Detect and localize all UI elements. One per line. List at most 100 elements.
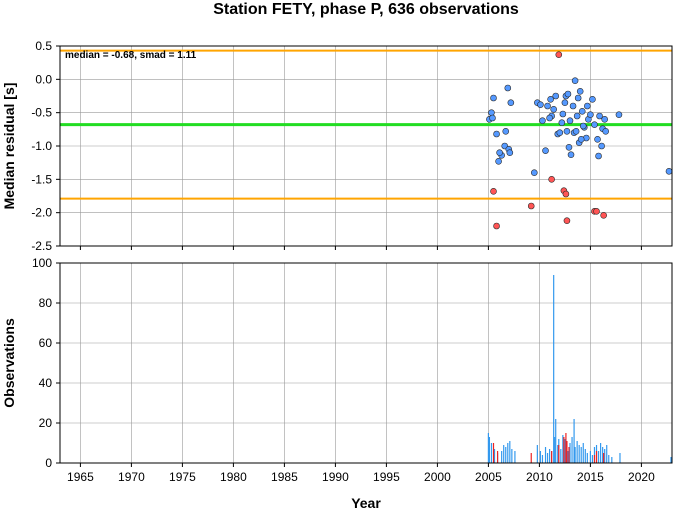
inlier-point bbox=[537, 101, 544, 108]
inlier-point bbox=[563, 128, 571, 135]
outlier-point bbox=[555, 51, 563, 58]
inlier-point bbox=[576, 88, 584, 95]
x-tick-label: 1965 bbox=[67, 470, 94, 484]
residual-y-tick-label: 0.0 bbox=[35, 72, 52, 86]
inlier-point bbox=[594, 136, 601, 143]
inlier-point bbox=[567, 151, 575, 158]
outlier-point bbox=[563, 217, 571, 224]
observations-plot-frame bbox=[59, 262, 673, 464]
residual-reference-lines bbox=[60, 49, 672, 200]
observations-y-tick-label: 40 bbox=[39, 376, 53, 390]
inlier-point bbox=[539, 117, 546, 124]
outlier-point bbox=[548, 176, 555, 183]
inlier-point bbox=[556, 129, 564, 136]
stats-annotation: median = -0.68, smad = 1.11 bbox=[65, 50, 197, 61]
inlier-point bbox=[602, 128, 610, 135]
residual-y-axis-label: Median residual [s] bbox=[1, 83, 17, 210]
observations-panel: 1965 1970 1975 1980 1985 1990 1995 2000 2005 2010… bbox=[1, 256, 673, 511]
inlier-point bbox=[595, 152, 602, 160]
outlier-point bbox=[490, 188, 497, 195]
observations-y-tick-label: 80 bbox=[39, 296, 53, 310]
inlier-point bbox=[564, 90, 572, 98]
x-tick-label: 2005 bbox=[475, 470, 502, 484]
inlier-point bbox=[579, 122, 587, 130]
inlier-point bbox=[591, 121, 598, 128]
inlier-point bbox=[601, 116, 608, 123]
residual-y-tick-label: -2.0 bbox=[31, 206, 52, 220]
inlier-point bbox=[559, 110, 567, 118]
outlier-point bbox=[593, 208, 600, 215]
residual-grid bbox=[60, 45, 672, 247]
x-tick-label: 1980 bbox=[220, 470, 247, 484]
inlier-point bbox=[495, 158, 502, 165]
inlier-point bbox=[584, 102, 591, 110]
inlier-point bbox=[565, 144, 573, 151]
x-tick-label: 2015 bbox=[577, 470, 604, 484]
inlier-point bbox=[577, 136, 585, 143]
inlier-point bbox=[488, 109, 495, 116]
inlier-point bbox=[566, 117, 574, 124]
inlier-point bbox=[578, 108, 586, 115]
inlier-point bbox=[574, 94, 582, 102]
inlier-point bbox=[496, 149, 503, 156]
observations-y-tick-label: 60 bbox=[39, 336, 53, 350]
inlier-point bbox=[506, 149, 514, 156]
observations-y-axis-label: Observations bbox=[1, 318, 17, 408]
inlier-point bbox=[573, 112, 581, 120]
inlier-point bbox=[546, 114, 553, 122]
x-tick-label: 2000 bbox=[424, 470, 451, 484]
inlier-point bbox=[561, 99, 569, 106]
outlier-point bbox=[562, 190, 570, 198]
inlier-point bbox=[615, 111, 623, 118]
residual-y-tick-label: -1.5 bbox=[31, 172, 52, 186]
inlier-point bbox=[596, 112, 603, 120]
x-tick-label: 2020 bbox=[628, 470, 655, 484]
inlier-point bbox=[493, 130, 500, 138]
inlier-point bbox=[490, 94, 497, 102]
inlier-point bbox=[571, 77, 579, 84]
inlier-point bbox=[502, 128, 510, 135]
outlier-point bbox=[493, 222, 500, 230]
x-tick-label: 1990 bbox=[322, 470, 349, 484]
observations-y-tick-label: 20 bbox=[39, 416, 53, 430]
residual-panel: 0.5 0.0 -0.5 -1.0 -1.5 -2.0 -2.5 median = -0.6… bbox=[1, 39, 673, 253]
observations-grid bbox=[60, 262, 672, 464]
x-tick-label: 1975 bbox=[169, 470, 196, 484]
x-tick-label: 1985 bbox=[271, 470, 298, 484]
x-tick-label: 2010 bbox=[526, 470, 553, 484]
inlier-point bbox=[547, 96, 554, 103]
inlier-point bbox=[507, 99, 515, 106]
inlier-point bbox=[544, 102, 551, 110]
inlier-point bbox=[572, 128, 580, 135]
inlier-point bbox=[587, 111, 594, 118]
inlier-point bbox=[550, 106, 557, 113]
outlier-point bbox=[527, 202, 535, 210]
residual-y-tick-label: 0.5 bbox=[35, 39, 52, 53]
observations-ticks: 1965 1970 1975 1980 1985 1990 1995 2000 2005 2010… bbox=[32, 256, 655, 484]
outlier-point bbox=[600, 212, 607, 219]
inlier-point bbox=[558, 119, 566, 126]
inlier-point bbox=[598, 142, 605, 150]
residual-y-ticks: 0.5 0.0 -0.5 -1.0 -1.5 -2.0 -2.5 bbox=[31, 39, 642, 253]
inlier-point bbox=[504, 84, 512, 92]
residual-y-tick-label: -1.0 bbox=[31, 139, 52, 153]
residual-y-tick-label: -2.5 bbox=[31, 239, 52, 253]
inlier-point bbox=[569, 102, 577, 110]
observations-y-tick-label: 100 bbox=[32, 256, 52, 270]
inlier-point bbox=[489, 114, 496, 122]
inlier-point bbox=[665, 168, 673, 175]
x-axis-label: Year bbox=[351, 495, 381, 511]
inlier-point bbox=[530, 169, 538, 176]
inlier-point bbox=[589, 96, 596, 103]
x-tick-label: 1970 bbox=[118, 470, 145, 484]
observations-bars bbox=[487, 275, 672, 463]
residual-y-tick-label: -0.5 bbox=[31, 106, 52, 120]
inlier-point bbox=[552, 92, 560, 100]
chart-title: Station FETY, phase P, 636 observations bbox=[213, 1, 519, 18]
observations-y-tick-label: 0 bbox=[45, 456, 52, 470]
inlier-point bbox=[542, 147, 549, 154]
x-tick-label: 1995 bbox=[373, 470, 400, 484]
residual-points bbox=[486, 51, 673, 230]
